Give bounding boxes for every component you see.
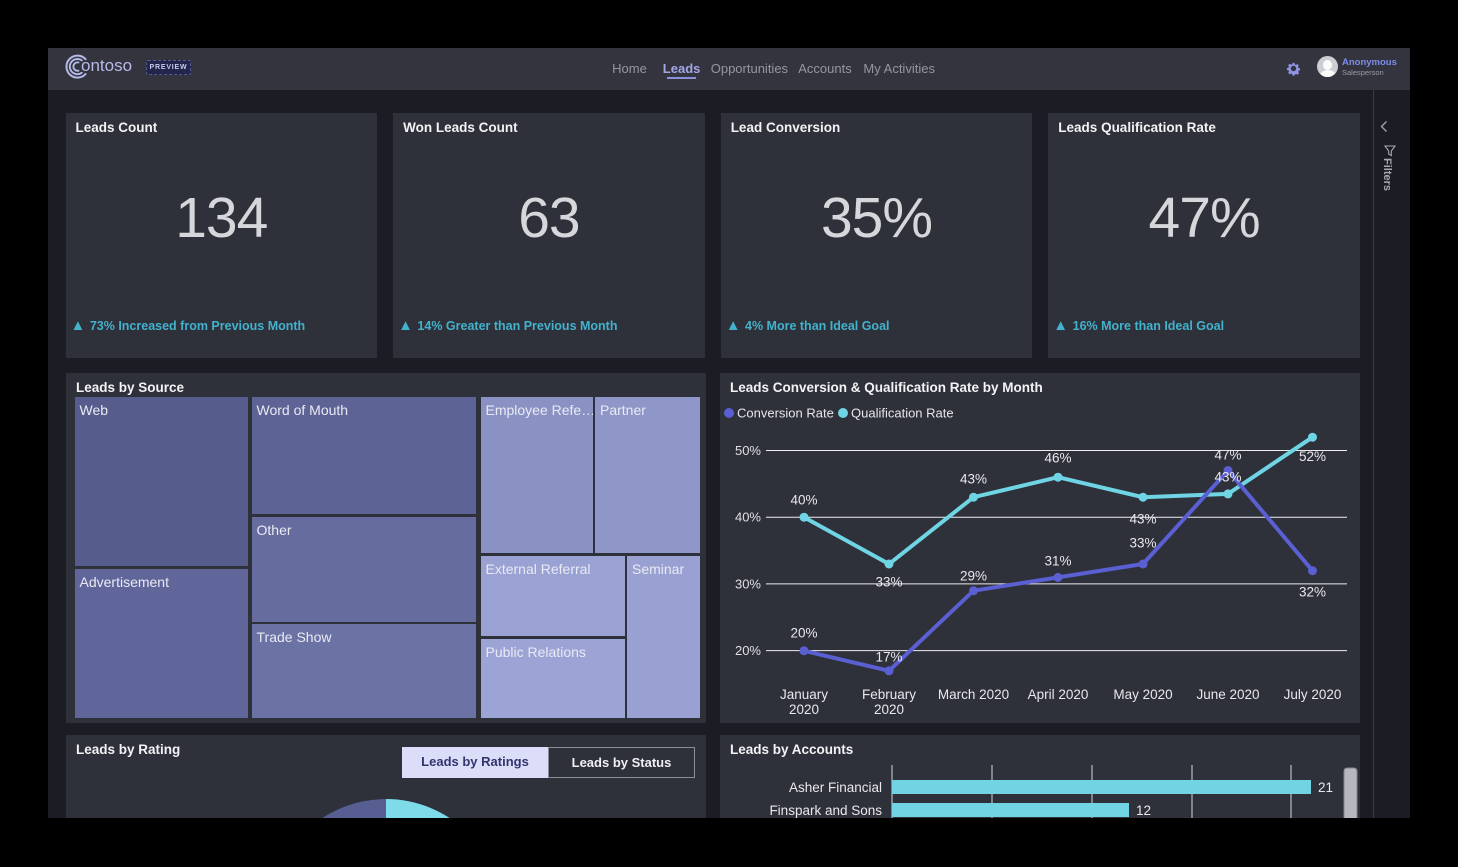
svg-text:20%: 20% [790,626,817,641]
svg-text:43%: 43% [1129,512,1156,527]
svg-text:40%: 40% [790,493,817,508]
svg-text:30%: 30% [735,576,761,591]
svg-text:43%: 43% [960,472,987,487]
svg-text:33%: 33% [1129,536,1156,551]
svg-text:Qualification Rate: Qualification Rate [851,406,954,421]
svg-text:January: January [780,687,828,702]
svg-text:31%: 31% [1044,554,1071,569]
svg-text:52%: 52% [1299,449,1326,464]
svg-text:May 2020: May 2020 [1113,687,1172,702]
svg-text:21: 21 [1318,780,1333,795]
svg-text:March 2020: March 2020 [938,687,1009,702]
svg-text:33%: 33% [875,575,902,590]
svg-text:April 2020: April 2020 [1028,687,1089,702]
svg-text:20%: 20% [735,643,761,658]
svg-text:40%: 40% [735,510,761,525]
svg-text:47%: 47% [1214,448,1241,463]
svg-text:Asher Financial: Asher Financial [789,780,882,795]
svg-text:12: 12 [1136,803,1151,818]
svg-text:2020: 2020 [789,702,819,717]
svg-text:2020: 2020 [874,702,904,717]
svg-text:29%: 29% [960,569,987,584]
svg-text:Finspark and Sons: Finspark and Sons [769,803,882,818]
svg-text:32%: 32% [1299,584,1326,599]
svg-text:February: February [862,687,916,702]
svg-text:50%: 50% [735,443,761,458]
svg-text:July 2020: July 2020 [1284,687,1342,702]
svg-text:46%: 46% [1044,451,1071,466]
svg-text:Conversion Rate: Conversion Rate [737,406,834,421]
svg-text:17%: 17% [875,649,902,664]
svg-text:43%: 43% [1214,470,1241,485]
svg-text:June 2020: June 2020 [1196,687,1259,702]
